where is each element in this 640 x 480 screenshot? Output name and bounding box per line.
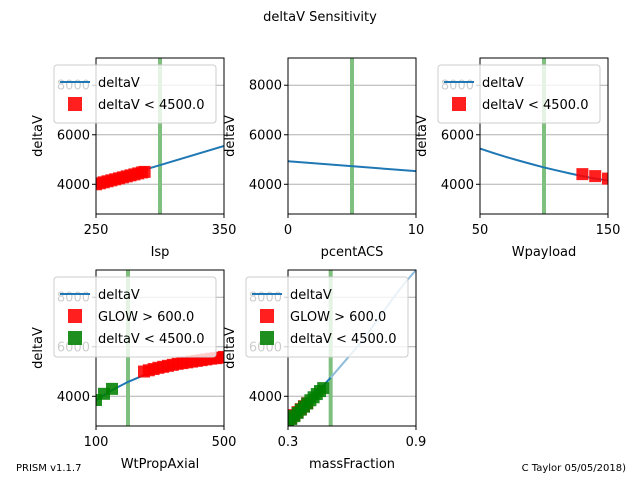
marker-green (106, 382, 118, 395)
marker-green (96, 394, 102, 406)
marker-red (576, 168, 589, 181)
legend-swatch-marker (68, 331, 82, 345)
legend-label: deltaV (98, 76, 140, 91)
x-tick-label: 150 (596, 223, 621, 238)
legend-label: deltaV < 4500.0 (482, 98, 588, 113)
legend-swatch-marker (260, 309, 274, 323)
legend-label: GLOW > 600.0 (98, 310, 194, 325)
y-tick-label: 6000 (249, 128, 282, 143)
series-line-deltav (288, 160, 416, 173)
y-tick-label: 4000 (249, 178, 282, 193)
x-tick-label: 100 (84, 435, 109, 450)
legend-label: deltaV (98, 288, 140, 303)
plot-area (96, 58, 224, 214)
y-tick-label: 6000 (57, 128, 90, 143)
footer-version: PRISM v1.1.7 (16, 463, 82, 474)
x-tick-label: 10 (408, 223, 425, 238)
legend-swatch-marker (452, 97, 466, 111)
marker-green (317, 382, 330, 395)
x-tick-label: 0 (284, 223, 292, 238)
subplot-4: 400060008000100500WtPropAxialdeltaVdelta… (31, 269, 237, 472)
legend-label: deltaV < 4500.0 (98, 98, 204, 113)
legend-box (437, 64, 601, 124)
x-tick-label: 500 (212, 435, 237, 450)
legend-box (53, 64, 217, 124)
subplot-5: 4000600080000.30.9massFractiondeltaVdelt… (223, 269, 427, 472)
legend-swatch-marker (68, 309, 82, 323)
y-axis-label: deltaV (31, 327, 46, 369)
y-tick-label: 4000 (441, 178, 474, 193)
y-tick-label: 6000 (441, 128, 474, 143)
legend-label: deltaV < 4500.0 (98, 332, 204, 347)
marker-red (218, 350, 224, 363)
x-axis-label: massFraction (309, 457, 395, 472)
axes-frame (95, 57, 225, 215)
x-axis-label: Wpayload (512, 245, 577, 260)
y-axis-label: deltaV (31, 115, 46, 157)
marker-red (138, 165, 151, 178)
figure-title: deltaV Sensitivity (263, 10, 377, 25)
x-axis-label: pcentACS (321, 245, 384, 260)
x-axis-label: Isp (151, 245, 170, 260)
y-tick-label: 4000 (249, 390, 282, 405)
legend-label: GLOW > 600.0 (290, 310, 386, 325)
subplot-1: 400060008000250350IspdeltaVdeltaVdeltaV … (31, 57, 237, 260)
axes-frame (479, 57, 609, 215)
y-axis-label: deltaV (223, 327, 238, 369)
y-axis-label: deltaV (415, 115, 430, 157)
legend-label: deltaV (290, 288, 332, 303)
x-tick-label: 350 (212, 223, 237, 238)
y-tick-label: 4000 (57, 178, 90, 193)
y-tick-label: 4000 (57, 390, 90, 405)
plot-area (288, 58, 416, 214)
legend-swatch-marker (68, 97, 82, 111)
marker-red (602, 172, 608, 185)
marker-red (589, 170, 602, 183)
x-tick-label: 0.9 (406, 435, 427, 450)
y-tick-label: 8000 (249, 79, 282, 94)
subplot-2: 4000 6000 8000 0 10 pcentACS deltaV (223, 57, 425, 260)
x-tick-label: 0.3 (278, 435, 299, 450)
y-axis-label: deltaV (223, 115, 238, 157)
legend-box (245, 276, 409, 358)
legend-label: deltaV (482, 76, 524, 91)
x-axis-label: WtPropAxial (121, 457, 200, 472)
legend-box (53, 276, 217, 358)
subplot-3: 40006000800050150WpayloaddeltaVdeltaVdel… (415, 57, 621, 260)
legend-label: deltaV < 4500.0 (290, 332, 396, 347)
x-tick-label: 250 (84, 223, 109, 238)
legend-swatch-marker (260, 331, 274, 345)
axes-frame (287, 57, 417, 215)
footer-author-date: C Taylor 05/05/2018) (521, 463, 626, 474)
x-tick-label: 50 (472, 223, 489, 238)
